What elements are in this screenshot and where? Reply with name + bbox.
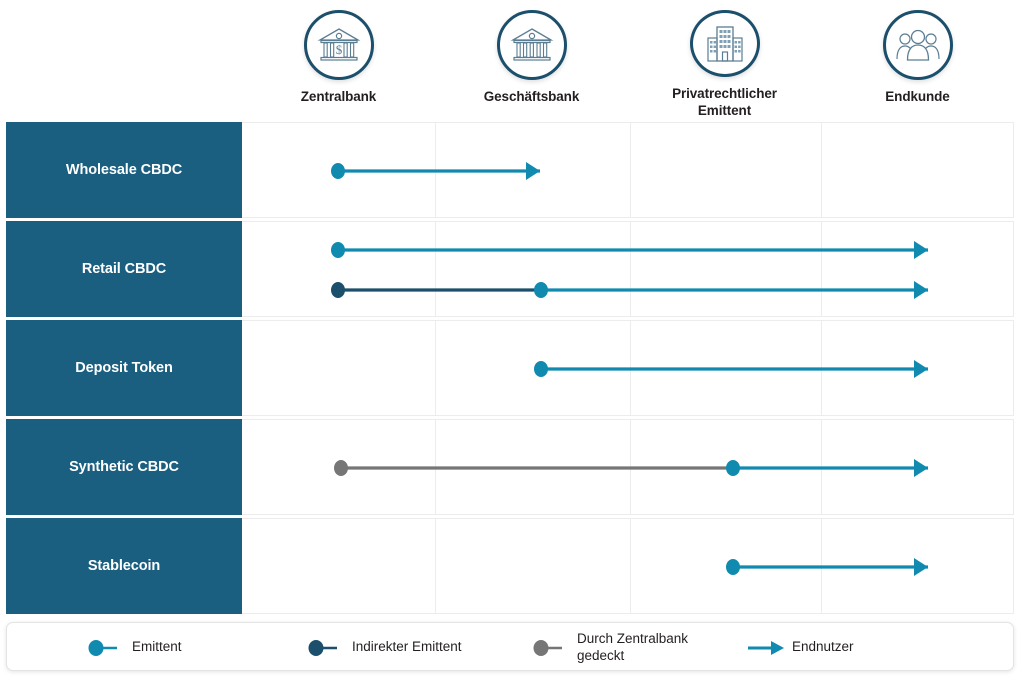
svg-text:$: $ <box>335 42 342 57</box>
legend-item[interactable]: Endnutzer <box>747 623 854 672</box>
legend-label: Endnutzer <box>792 639 854 655</box>
legend-dot-icon <box>533 639 562 656</box>
flow-layer <box>334 459 928 477</box>
row-label-text: Retail CBDC <box>81 261 167 277</box>
node-dot[interactable] <box>331 242 345 258</box>
legend-item[interactable]: Durch Zentralbank gedeckt <box>532 623 688 672</box>
row-cells <box>242 419 1014 515</box>
arrowhead-endnutzer <box>526 162 540 180</box>
legend-label: Indirekter Emittent <box>352 639 462 655</box>
row-label-retail-cbdc[interactable]: Retail CBDC <box>6 221 242 317</box>
row-label-synthetic-cbdc[interactable]: Synthetic CBDC <box>6 419 242 515</box>
flow-layer <box>331 241 928 299</box>
node-dot[interactable] <box>334 460 348 476</box>
flow-layer <box>331 162 540 180</box>
arrowhead-endnutzer <box>914 459 928 477</box>
actor-label: Endkunde <box>885 89 950 104</box>
column-divider <box>435 321 436 415</box>
matrix-row: Deposit Token <box>6 320 1014 416</box>
legend-item[interactable]: Indirekter Emittent <box>307 623 462 672</box>
legend-dot-icon <box>88 639 117 656</box>
actor-column-endkunde: Endkunde <box>821 0 1014 120</box>
flow-arrow[interactable] <box>534 360 928 378</box>
column-divider <box>630 222 631 316</box>
actor-column-geschaeftsbank: Geschäftsbank <box>435 0 628 120</box>
column-divider <box>435 519 436 613</box>
node-dot[interactable] <box>534 282 548 298</box>
legend-label: Emittent <box>132 639 182 655</box>
column-divider <box>630 519 631 613</box>
flow-arrow[interactable] <box>331 162 540 180</box>
node-dot[interactable] <box>331 163 345 179</box>
row-label-text: Stablecoin <box>87 558 161 574</box>
actor-label: Privatrechtlicher Emittent <box>672 86 777 119</box>
flow-arrow[interactable] <box>726 558 928 576</box>
actor-label: Zentralbank <box>300 89 377 104</box>
node-dot[interactable] <box>331 282 345 298</box>
flow-arrow[interactable] <box>331 281 928 299</box>
row-label-wholesale-cbdc[interactable]: Wholesale CBDC <box>6 122 242 218</box>
arrowhead-endnutzer <box>914 281 928 299</box>
row-cells <box>242 221 1014 317</box>
column-divider <box>435 222 436 316</box>
matrix-row: Synthetic CBDC <box>6 419 1014 515</box>
actor-header-row: $ Zentralbank Geschäftsbank <box>242 0 1014 120</box>
commercial-bank-icon <box>496 10 567 80</box>
row-label-deposit-token[interactable]: Deposit Token <box>6 320 242 416</box>
node-dot[interactable] <box>726 460 740 476</box>
arrowhead-endnutzer <box>914 241 928 259</box>
legend-arrow-icon <box>748 640 784 655</box>
column-divider <box>821 222 822 316</box>
cbdc-matrix: Wholesale CBDC Retail CBDC Deposit Token Sy… <box>6 122 1014 618</box>
flow-layer <box>726 558 928 576</box>
row-label-text: Deposit Token <box>75 360 173 376</box>
flow-arrow[interactable] <box>331 241 928 259</box>
arrowhead-endnutzer <box>914 558 928 576</box>
legend-item[interactable]: Emittent <box>87 623 182 672</box>
row-label-text: Wholesale CBDC <box>65 162 183 178</box>
row-label-stablecoin[interactable]: Stablecoin <box>6 518 242 614</box>
end-customer-people-icon <box>882 10 953 80</box>
matrix-row: Stablecoin <box>6 518 1014 614</box>
legend-label: Durch Zentralbank gedeckt <box>577 631 689 663</box>
column-divider <box>630 123 631 217</box>
node-dot[interactable] <box>726 559 740 575</box>
flow-layer <box>534 360 928 378</box>
node-dot[interactable] <box>534 361 548 377</box>
matrix-row: Retail CBDC <box>6 221 1014 317</box>
central-bank-icon: $ <box>303 10 374 80</box>
private-issuer-building-icon <box>689 10 760 78</box>
column-divider <box>821 123 822 217</box>
legend-dot-icon <box>308 639 337 656</box>
arrowhead-endnutzer <box>914 360 928 378</box>
actor-column-zentralbank: $ Zentralbank <box>242 0 435 120</box>
matrix-row: Wholesale CBDC <box>6 122 1014 218</box>
flow-arrow[interactable] <box>334 459 928 477</box>
actor-column-privatrechtlicher-emittent: Privatrechtlicher Emittent <box>628 0 821 120</box>
row-cells <box>242 320 1014 416</box>
row-cells <box>242 518 1014 614</box>
legend: Emittent Indirekter Emittent Durch Zentral… <box>6 622 1014 671</box>
row-label-text: Synthetic CBDC <box>69 459 179 475</box>
row-cells <box>242 122 1014 218</box>
actor-label: Geschäftsbank <box>483 89 580 104</box>
